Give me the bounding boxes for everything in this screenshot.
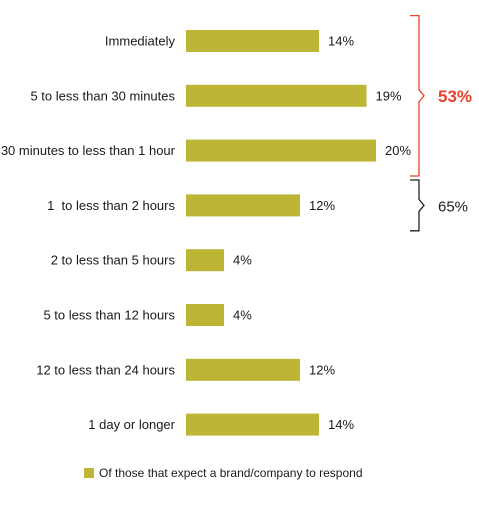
value-label: 14% [328, 417, 354, 432]
legend: Of those that expect a brand/company to … [84, 466, 363, 480]
bracket-label: 53% [438, 87, 472, 106]
category-label: 1 day or longer [88, 417, 175, 432]
category-label: 30 minutes to less than 1 hour [1, 143, 176, 158]
category-label: 1 to less than 2 hours [47, 198, 175, 213]
bracket [410, 14, 425, 177]
bracket-label: 65% [438, 198, 468, 215]
category-label: 2 to less than 5 hours [51, 253, 176, 268]
category-label: Immediately [105, 34, 176, 49]
legend-swatch [84, 468, 94, 478]
value-label: 4% [233, 253, 252, 268]
category-label: 12 to less than 24 hours [36, 362, 175, 377]
labels-layer: Immediately 14% 5 to less than 30 minutes 1… [1, 34, 412, 433]
bar [186, 304, 224, 326]
category-label: 5 to less than 30 minutes [30, 88, 175, 103]
bar [186, 84, 367, 107]
brackets-layer: 53% 65% [410, 14, 472, 232]
value-label: 12% [309, 362, 335, 377]
value-label: 14% [328, 34, 354, 49]
value-label: 19% [376, 88, 402, 103]
bar [186, 139, 376, 162]
bar [186, 249, 224, 272]
bar [186, 358, 300, 381]
value-label: 4% [233, 308, 252, 323]
bar [186, 30, 319, 52]
bar [186, 194, 300, 217]
bracket [410, 179, 425, 232]
value-label: 12% [309, 198, 335, 213]
bar [186, 413, 319, 436]
value-label: 20% [385, 143, 411, 158]
category-label: 5 to less than 12 hours [43, 308, 175, 323]
bars-layer [186, 30, 376, 436]
legend-label: Of those that expect a brand/company to … [99, 466, 363, 480]
